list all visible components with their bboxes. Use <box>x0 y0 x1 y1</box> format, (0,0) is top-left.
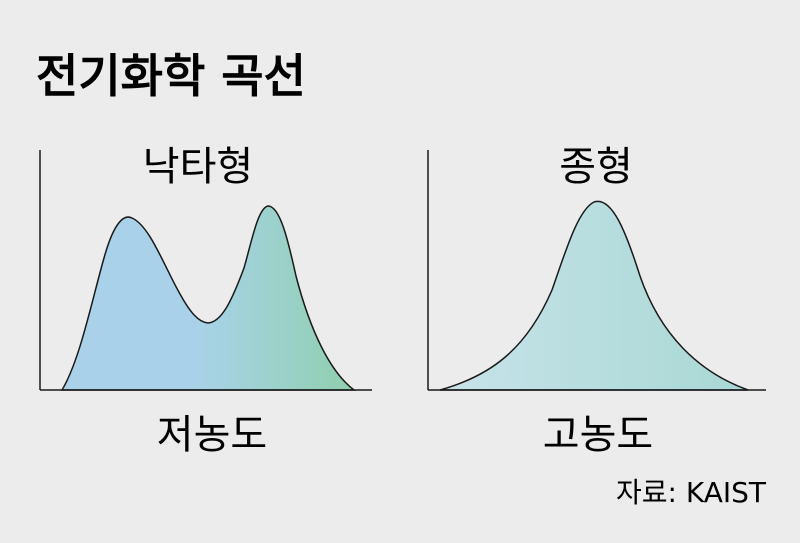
figure-title: 전기화학 곡선 <box>36 49 306 103</box>
bell-curve-area <box>439 200 749 391</box>
panel-bell: 종형 고농도 <box>427 144 766 458</box>
panel-camel: 낙타형 저농도 <box>39 144 372 458</box>
bell-x-label: 고농도 <box>543 412 653 458</box>
source-note: 자료: KAIST <box>616 476 767 509</box>
panel-camel-title: 낙타형 <box>143 144 253 190</box>
camel-curve-area <box>60 205 357 391</box>
camel-x-label: 저농도 <box>157 412 267 458</box>
panel-bell-title: 종형 <box>559 144 633 190</box>
